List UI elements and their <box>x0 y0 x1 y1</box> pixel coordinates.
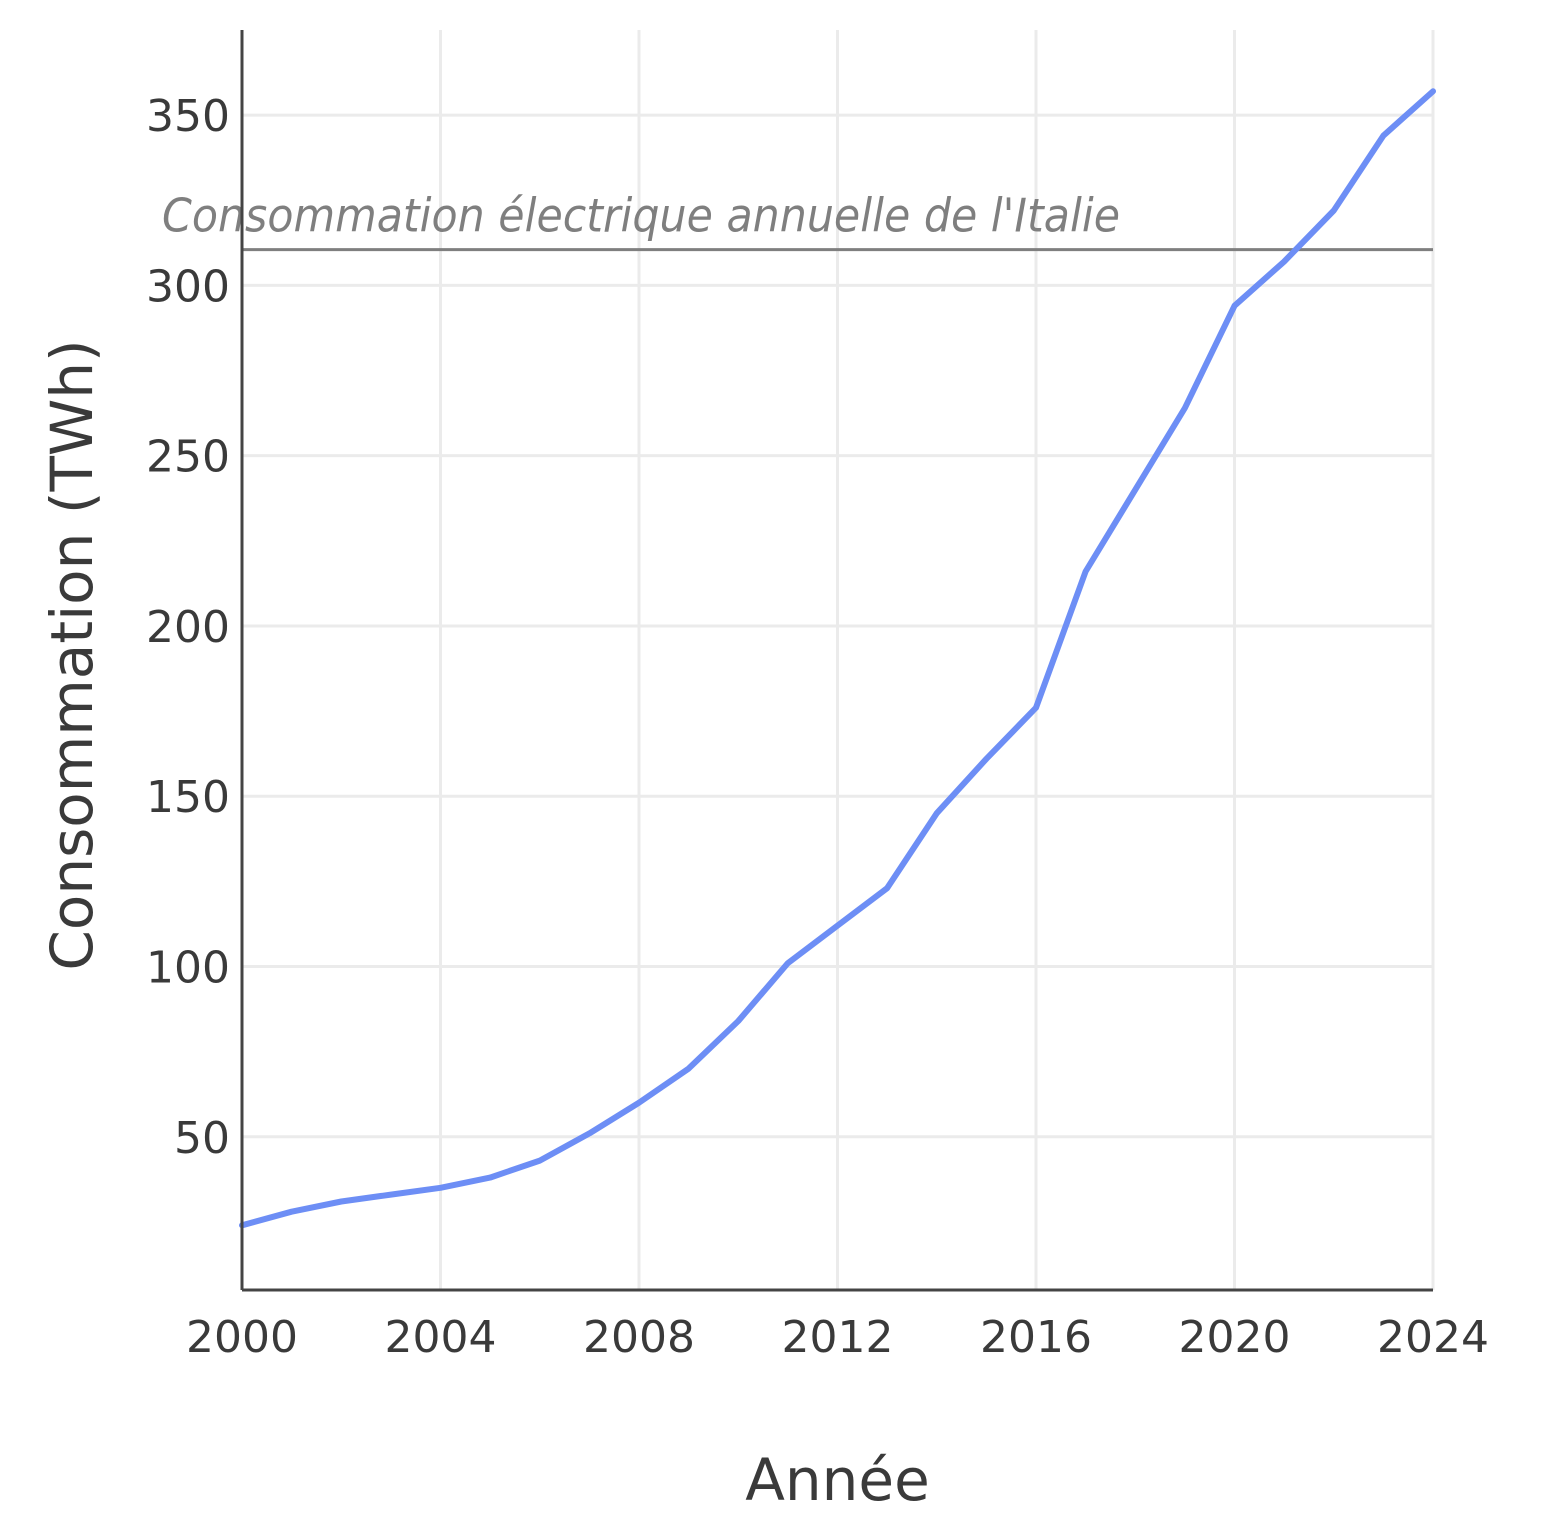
x-tick-labels: 2000 2004 2008 2012 2016 2020 2024 <box>186 1312 1489 1363</box>
horizontal-gridlines <box>242 113 1433 1139</box>
x-axis-title: Année <box>745 1446 930 1514</box>
y-tick-label-200: 200 <box>146 602 230 653</box>
x-tick-label-2020: 2020 <box>1179 1312 1291 1363</box>
y-axis-title: Consommation (TWh) <box>38 339 106 970</box>
reference-line-label: Consommation électrique annuelle de l'It… <box>162 189 1120 243</box>
series-line-0 <box>239 88 1436 1229</box>
x-tick-label-2024: 2024 <box>1377 1312 1489 1363</box>
y-tick-label-50: 50 <box>174 1113 230 1164</box>
y-tick-labels: 50 100 150 200 250 300 350 <box>146 91 230 1164</box>
y-tick-label-250: 250 <box>146 432 230 483</box>
x-tick-label-2016: 2016 <box>980 1312 1092 1363</box>
x-tick-label-2004: 2004 <box>385 1312 497 1363</box>
y-tick-label-300: 300 <box>146 261 230 312</box>
x-tick-label-2000: 2000 <box>186 1312 298 1363</box>
y-tick-label-350: 350 <box>146 91 230 142</box>
vertical-gridlines <box>439 30 1435 1290</box>
y-tick-label-100: 100 <box>146 942 230 993</box>
series-group <box>239 88 1436 1229</box>
x-tick-label-2008: 2008 <box>583 1312 695 1363</box>
y-tick-label-150: 150 <box>146 772 230 823</box>
reference-line-group: Consommation électrique annuelle de l'It… <box>162 189 1433 252</box>
x-tick-label-2012: 2012 <box>782 1312 894 1363</box>
